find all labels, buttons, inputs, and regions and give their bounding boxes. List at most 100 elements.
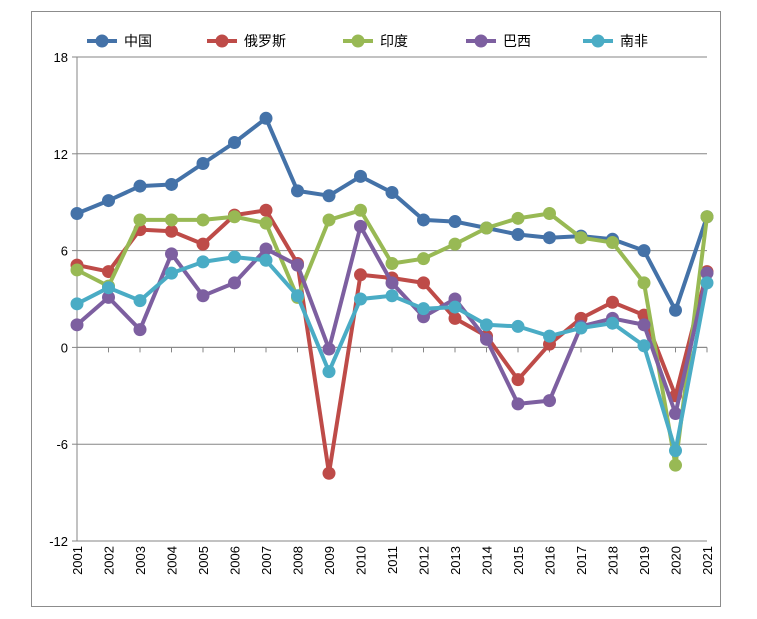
x-tick-label: 2013 bbox=[448, 546, 463, 575]
data-point bbox=[637, 339, 651, 353]
data-point bbox=[196, 255, 210, 269]
data-point bbox=[259, 242, 273, 256]
data-point bbox=[70, 297, 84, 311]
legend: 中国 俄罗斯 印度 巴西 南非 bbox=[87, 34, 648, 50]
series bbox=[70, 111, 714, 480]
data-point bbox=[417, 213, 430, 227]
y-tick-label: 6 bbox=[61, 244, 68, 259]
x-tick-label: 2016 bbox=[543, 546, 558, 575]
legend-label: 南非 bbox=[620, 34, 648, 50]
data-point bbox=[448, 300, 462, 314]
data-point bbox=[322, 342, 336, 356]
x-tick-label: 2004 bbox=[165, 546, 180, 575]
data-point bbox=[165, 247, 178, 261]
data-point bbox=[165, 177, 178, 191]
data-point bbox=[354, 203, 367, 217]
data-point bbox=[165, 266, 178, 280]
data-point bbox=[70, 263, 84, 277]
data-point bbox=[606, 236, 619, 250]
x-tick-label: 2007 bbox=[259, 546, 274, 575]
legend-label: 中国 bbox=[124, 34, 152, 50]
data-point bbox=[133, 179, 147, 193]
data-point bbox=[480, 221, 493, 235]
data-point bbox=[70, 206, 84, 220]
x-tick-label: 2010 bbox=[354, 546, 369, 575]
x-tick-label: 2009 bbox=[322, 546, 337, 575]
data-point bbox=[669, 444, 682, 458]
x-tick-label: 2002 bbox=[102, 546, 117, 575]
legend-label: 印度 bbox=[380, 34, 408, 50]
x-tick-label: 2003 bbox=[133, 546, 148, 575]
data-point bbox=[669, 303, 682, 317]
data-point bbox=[637, 318, 651, 332]
x-tick-label: 2011 bbox=[385, 546, 400, 574]
data-point bbox=[322, 466, 336, 480]
data-point bbox=[448, 311, 462, 325]
data-point bbox=[543, 394, 556, 408]
legend-marker bbox=[474, 34, 488, 48]
data-point bbox=[480, 332, 493, 346]
y-tick-label: 18 bbox=[54, 50, 68, 65]
data-point bbox=[228, 210, 241, 224]
data-point bbox=[196, 289, 210, 303]
y-tick-label: -12 bbox=[49, 534, 68, 549]
x-tick-label: 2020 bbox=[669, 546, 684, 575]
data-point bbox=[574, 231, 588, 245]
x-tick-label: 2018 bbox=[606, 546, 621, 575]
data-point bbox=[417, 252, 430, 266]
data-point bbox=[669, 407, 682, 421]
data-point bbox=[700, 266, 714, 280]
data-point bbox=[322, 365, 336, 379]
data-point bbox=[102, 281, 115, 295]
data-point bbox=[102, 194, 115, 208]
data-point bbox=[259, 111, 273, 125]
chart-frame bbox=[31, 11, 721, 607]
data-point bbox=[480, 318, 493, 332]
data-point bbox=[385, 257, 399, 271]
data-point bbox=[385, 186, 399, 200]
data-point bbox=[259, 216, 273, 230]
data-point bbox=[385, 276, 399, 290]
data-point bbox=[511, 227, 525, 241]
data-point bbox=[165, 213, 178, 227]
data-point bbox=[322, 189, 336, 203]
data-point bbox=[291, 184, 304, 198]
data-point bbox=[165, 224, 178, 238]
data-point bbox=[448, 237, 462, 251]
data-point bbox=[637, 276, 651, 290]
legend-marker bbox=[95, 34, 109, 48]
legend-item: 印度 bbox=[343, 34, 408, 50]
data-point bbox=[511, 319, 525, 333]
y-tick-label: -6 bbox=[56, 437, 68, 452]
series-3 bbox=[70, 203, 714, 472]
x-tick-label: 2019 bbox=[637, 546, 652, 575]
data-point bbox=[543, 231, 556, 245]
data-point bbox=[322, 213, 336, 227]
data-point bbox=[637, 244, 651, 258]
data-point bbox=[133, 213, 147, 227]
data-point bbox=[354, 268, 367, 282]
data-point bbox=[228, 250, 241, 264]
legend-label: 巴西 bbox=[503, 34, 531, 50]
data-point bbox=[102, 290, 115, 304]
data-point bbox=[700, 276, 714, 290]
x-tick-label: 2021 bbox=[700, 546, 715, 575]
x-tick-label: 2005 bbox=[196, 546, 211, 575]
data-point bbox=[228, 276, 241, 290]
data-point bbox=[196, 213, 210, 227]
data-point bbox=[574, 321, 588, 335]
data-point bbox=[606, 295, 619, 309]
data-point bbox=[417, 302, 430, 316]
x-tick-label: 2006 bbox=[228, 546, 243, 575]
legend-item: 俄罗斯 bbox=[207, 34, 286, 50]
data-point bbox=[543, 206, 556, 220]
data-point bbox=[354, 292, 367, 306]
legend-item: 南非 bbox=[583, 34, 648, 50]
data-point bbox=[291, 258, 304, 272]
data-point bbox=[70, 318, 84, 332]
data-point bbox=[669, 458, 682, 472]
legend-label: 俄罗斯 bbox=[244, 34, 286, 50]
data-point bbox=[196, 156, 210, 170]
data-point bbox=[228, 136, 241, 150]
data-point bbox=[511, 397, 525, 411]
